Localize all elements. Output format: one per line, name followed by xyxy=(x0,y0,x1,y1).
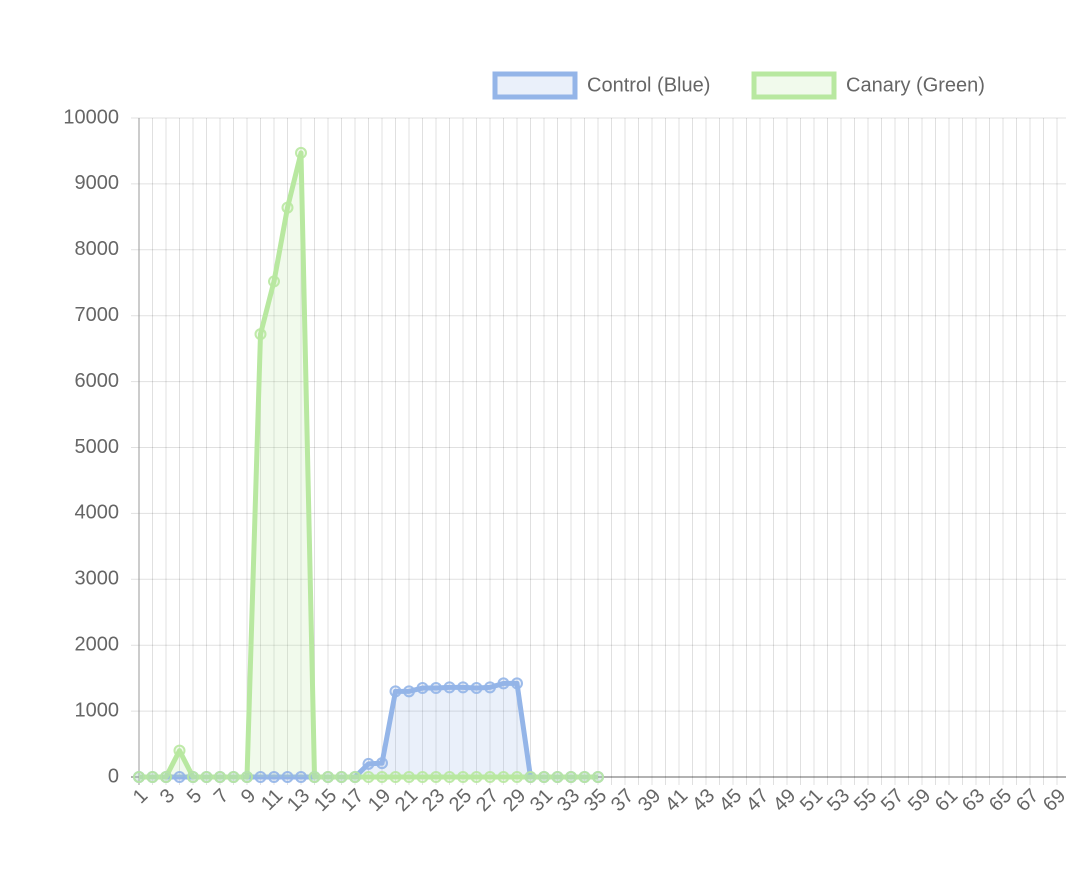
point xyxy=(214,771,226,783)
point xyxy=(187,771,199,783)
point xyxy=(389,685,402,698)
y-tick-label: 5000 xyxy=(75,436,120,458)
y-tick-label: 0 xyxy=(108,765,119,787)
point xyxy=(308,771,321,783)
x-tick-label: 9 xyxy=(237,785,260,808)
point xyxy=(389,771,402,783)
y-tick-label: 2000 xyxy=(75,633,120,655)
point xyxy=(227,771,240,783)
point xyxy=(146,771,159,783)
point xyxy=(565,771,577,783)
point xyxy=(254,771,267,783)
point xyxy=(457,681,469,694)
y-tick-label: 3000 xyxy=(75,568,120,590)
point xyxy=(173,744,186,757)
y-tick-label: 6000 xyxy=(75,370,120,392)
point xyxy=(254,328,267,341)
point xyxy=(295,146,307,159)
x-tick-label: 1 xyxy=(129,785,152,808)
y-tick-label: 1000 xyxy=(75,699,120,721)
point xyxy=(295,771,307,783)
x-tick-label: 3 xyxy=(156,785,179,808)
point xyxy=(376,757,388,770)
point xyxy=(578,771,591,783)
y-tick-label: 4000 xyxy=(75,502,120,524)
point xyxy=(592,771,604,783)
point xyxy=(430,682,442,695)
point xyxy=(403,685,415,698)
point xyxy=(160,771,172,783)
point xyxy=(322,771,334,783)
point xyxy=(268,771,280,783)
point xyxy=(376,771,388,783)
point xyxy=(200,771,213,783)
point xyxy=(173,771,186,783)
y-tick-label: 9000 xyxy=(75,172,120,194)
point xyxy=(511,771,523,783)
area xyxy=(139,683,598,777)
legend-swatch xyxy=(751,71,837,100)
legend-swatch xyxy=(492,71,578,100)
point xyxy=(524,771,537,783)
point xyxy=(362,757,375,770)
y-tick-label: 8000 xyxy=(75,238,120,260)
point xyxy=(443,681,456,694)
point xyxy=(362,771,375,783)
point xyxy=(430,771,442,783)
point xyxy=(133,771,145,783)
point xyxy=(281,771,294,783)
point xyxy=(497,771,510,783)
point xyxy=(403,771,415,783)
point xyxy=(268,275,280,288)
point xyxy=(484,771,496,783)
legend-label: Canary (Green) xyxy=(846,74,985,96)
point xyxy=(511,677,523,690)
x-tick-label: 7 xyxy=(210,785,233,808)
x-tick-label: 5 xyxy=(183,785,206,808)
point xyxy=(551,771,564,783)
point xyxy=(484,681,496,694)
point xyxy=(443,771,456,783)
point xyxy=(281,201,294,214)
y-tick-label: 7000 xyxy=(75,304,120,326)
point xyxy=(241,771,253,783)
x-tick-label: 69 xyxy=(1039,785,1066,816)
y-tick-label: 10000 xyxy=(63,106,119,128)
point xyxy=(470,682,483,695)
point xyxy=(349,771,361,783)
point xyxy=(470,771,483,783)
legend-label: Control (Blue) xyxy=(587,74,710,96)
point xyxy=(416,771,429,783)
point xyxy=(335,771,348,783)
point xyxy=(538,771,550,783)
point xyxy=(416,682,429,695)
point xyxy=(497,677,510,690)
point xyxy=(457,771,469,783)
